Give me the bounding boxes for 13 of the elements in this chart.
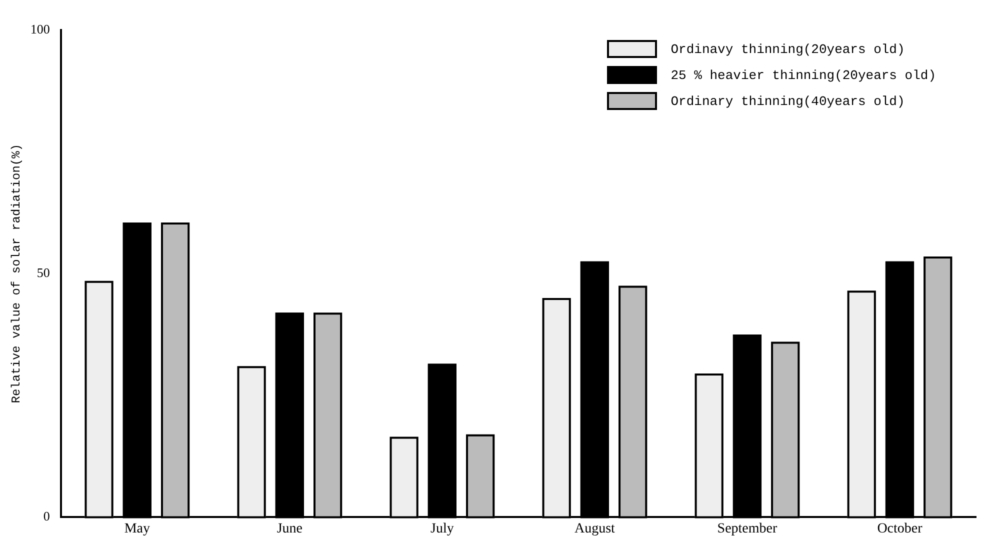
x-tick-label: May [124,521,150,536]
y-tick-label: 100 [30,21,50,36]
legend-label: Ordinavy thinning(20years old) [670,42,905,56]
y-axis-title: Relative value of solar radiation(%) [9,144,24,404]
x-tick-label: August [574,521,616,536]
y-tick-label: 50 [36,265,50,280]
x-tick-label: October [877,521,923,536]
x-tick-label: July [430,521,454,536]
y-tick-label: 0 [43,508,50,524]
x-tick-label: September [717,521,778,536]
x-tick-label: June [276,521,303,536]
legend-label: Ordinary thinning(40years old) [670,94,905,108]
legend-label: 25 % heavier thinning(20years old) [670,68,936,82]
